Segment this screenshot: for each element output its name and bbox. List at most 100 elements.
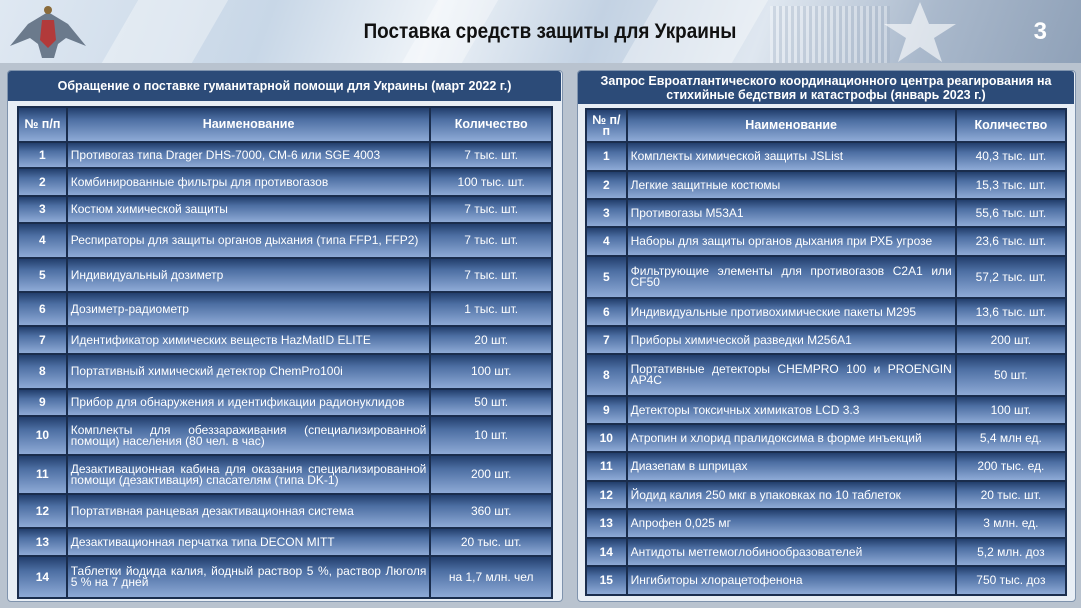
row-number: 2	[585, 170, 628, 200]
right-panel-title: Запрос Евроатлантического координационно…	[578, 71, 1074, 104]
table-row: 8 Портативный химический детектор ChemPro…	[17, 353, 553, 390]
item-quantity: 7 тыс. шт.	[429, 257, 553, 293]
table-row: 10 Атропин и хлорид пралидоксима в форме …	[585, 423, 1068, 453]
item-quantity: 20 тыс. шт.	[429, 527, 553, 557]
item-name: Комплекты для обеззараживания (специализ…	[65, 415, 432, 456]
row-number: 6	[585, 297, 628, 327]
item-quantity: 15,3 тыс. шт.	[954, 170, 1068, 200]
row-number: 7	[585, 325, 628, 355]
table-row: 5 Фильтрующие элементы для противогазов C…	[585, 255, 1068, 299]
item-quantity: 3 млн. ед.	[954, 508, 1068, 539]
item-quantity: 360 шт.	[429, 493, 553, 529]
item-quantity: 55,6 тыс. шт.	[954, 198, 1068, 228]
item-name: Легкие защитные костюмы	[625, 170, 957, 200]
left-supply-table: № п/п Наименование Количество 1 Противогаз т…	[17, 106, 553, 599]
row-number: 13	[17, 527, 68, 557]
item-name: Дозиметр-радиометр	[65, 291, 432, 327]
table-row: 12 Йодид калия 250 мкг в упаковках по 10 …	[585, 480, 1068, 510]
item-name: Комбинированные фильтры для противогазов	[65, 167, 432, 197]
row-number: 8	[585, 353, 628, 397]
item-name: Наборы для защиты органов дыхания при РХ…	[625, 226, 957, 257]
row-number: 13	[585, 508, 628, 539]
row-number: 3	[17, 195, 68, 224]
table-row: 2 Легкие защитные костюмы 15,3 тыс. шт.	[585, 170, 1068, 200]
item-name: Атропин и хлорид пралидоксима в форме ин…	[625, 423, 957, 453]
item-quantity: 7 тыс. шт.	[429, 141, 553, 169]
item-quantity: 7 тыс. шт.	[429, 222, 553, 259]
item-quantity: 100 тыс. шт.	[429, 167, 553, 197]
item-name: Комплекты химической защиты JSList	[625, 141, 957, 172]
table-row: 9 Прибор для обнаружения и идентификации …	[17, 388, 553, 417]
item-quantity: 1 тыс. шт.	[429, 291, 553, 327]
item-quantity: 13,6 тыс. шт.	[954, 297, 1068, 327]
item-quantity: 100 шт.	[429, 353, 553, 390]
item-quantity: 200 шт.	[429, 454, 553, 495]
table-row: 11 Дезактивационная кабина для оказания с…	[17, 454, 553, 495]
item-name: Индивидуальные противохимические пакеты …	[625, 297, 957, 327]
item-name: Таблетки йодида калия, йодный раствор 5 …	[65, 555, 432, 599]
row-number: 1	[585, 141, 628, 172]
item-name: Портативный химический детектор ChemPro1…	[65, 353, 432, 390]
table-row: 13 Апрофен 0,025 мг 3 млн. ед.	[585, 508, 1068, 539]
item-name: Апрофен 0,025 мг	[625, 508, 957, 539]
building-image	[770, 6, 890, 63]
page-title: Поставка средств защиты для Украины	[363, 20, 737, 43]
item-quantity: 7 тыс. шт.	[429, 195, 553, 224]
row-number: 11	[17, 454, 68, 495]
item-name: Противогаз типа Drager DHS-7000, СМ-6 ил…	[65, 141, 432, 169]
column-header: № п/п	[17, 106, 68, 143]
table-row: 1 Комплекты химической защиты JSList 40,3 …	[585, 141, 1068, 172]
table-row: 10 Комплекты для обеззараживания (специал…	[17, 415, 553, 456]
row-number: 10	[585, 423, 628, 453]
item-name: Респираторы для защиты органов дыхания (…	[65, 222, 432, 259]
row-number: 14	[585, 537, 628, 567]
header-row: № п/п Наименование Количество	[17, 106, 553, 143]
column-header: Количество	[954, 108, 1068, 143]
item-quantity: 5,2 млн. доз	[954, 537, 1068, 567]
row-number: 11	[585, 451, 628, 482]
table-row: 15 Ингибиторы хлорацетофенона 750 тыс. доз	[585, 565, 1068, 596]
column-header: Количество	[429, 106, 553, 143]
table-row: 8 Портативные детекторы CHEMPRO 100 и PRO…	[585, 353, 1068, 397]
table-row: 7 Идентификатор химических веществ HazMat…	[17, 325, 553, 355]
table-row: 1 Противогаз типа Drager DHS-7000, СМ-6 и…	[17, 141, 553, 169]
row-number: 5	[585, 255, 628, 299]
table-row: 3 Костюм химической защиты 7 тыс. шт.	[17, 195, 553, 224]
item-name: Приборы химической разведки M256A1	[625, 325, 957, 355]
item-name: Костюм химической защиты	[65, 195, 432, 224]
row-number: 10	[17, 415, 68, 456]
item-name: Йодид калия 250 мкг в упаковках по 10 та…	[625, 480, 957, 510]
item-name: Индивидуальный дозиметр	[65, 257, 432, 293]
row-number: 5	[17, 257, 68, 293]
row-number: 7	[17, 325, 68, 355]
row-number: 12	[585, 480, 628, 510]
item-quantity: 20 тыс. шт.	[954, 480, 1068, 510]
table-row: 4 Наборы для защиты органов дыхания при Р…	[585, 226, 1068, 257]
row-number: 15	[585, 565, 628, 596]
item-quantity: 100 шт.	[954, 395, 1068, 425]
table-row: 9 Детекторы токсичных химикатов LCD 3.3 10…	[585, 395, 1068, 425]
table-row: 7 Приборы химической разведки M256A1 200 ш…	[585, 325, 1068, 355]
item-quantity: 200 тыс. ед.	[954, 451, 1068, 482]
item-quantity: 750 тыс. доз	[954, 565, 1068, 596]
item-quantity: 40,3 тыс. шт.	[954, 141, 1068, 172]
item-name: Антидоты метгемоглобинообразователей	[625, 537, 957, 567]
row-number: 1	[17, 141, 68, 169]
header-row: № п/п Наименование Количество	[585, 108, 1068, 143]
left-panel-title: Обращение о поставке гуманитарной помощи…	[8, 71, 561, 101]
slide-header: Поставка средств защиты для Украины 3	[0, 0, 1081, 63]
row-number: 2	[17, 167, 68, 197]
row-number: 6	[17, 291, 68, 327]
table-row: 14 Антидоты метгемоглобинообразователей 5,…	[585, 537, 1068, 567]
table-row: 14 Таблетки йодида калия, йодный раствор …	[17, 555, 553, 599]
item-quantity: 23,6 тыс. шт.	[954, 226, 1068, 257]
eagle-emblem-logo	[10, 6, 86, 58]
item-name: Противогазы M53A1	[625, 198, 957, 228]
row-number: 9	[585, 395, 628, 425]
table-row: 13 Дезактивационная перчатка типа DECON M…	[17, 527, 553, 557]
row-number: 9	[17, 388, 68, 417]
row-number: 4	[17, 222, 68, 259]
table-row: 6 Дозиметр-радиометр 1 тыс. шт.	[17, 291, 553, 327]
table-row: 6 Индивидуальные противохимические пакеты…	[585, 297, 1068, 327]
item-name: Прибор для обнаружения и идентификации р…	[65, 388, 432, 417]
